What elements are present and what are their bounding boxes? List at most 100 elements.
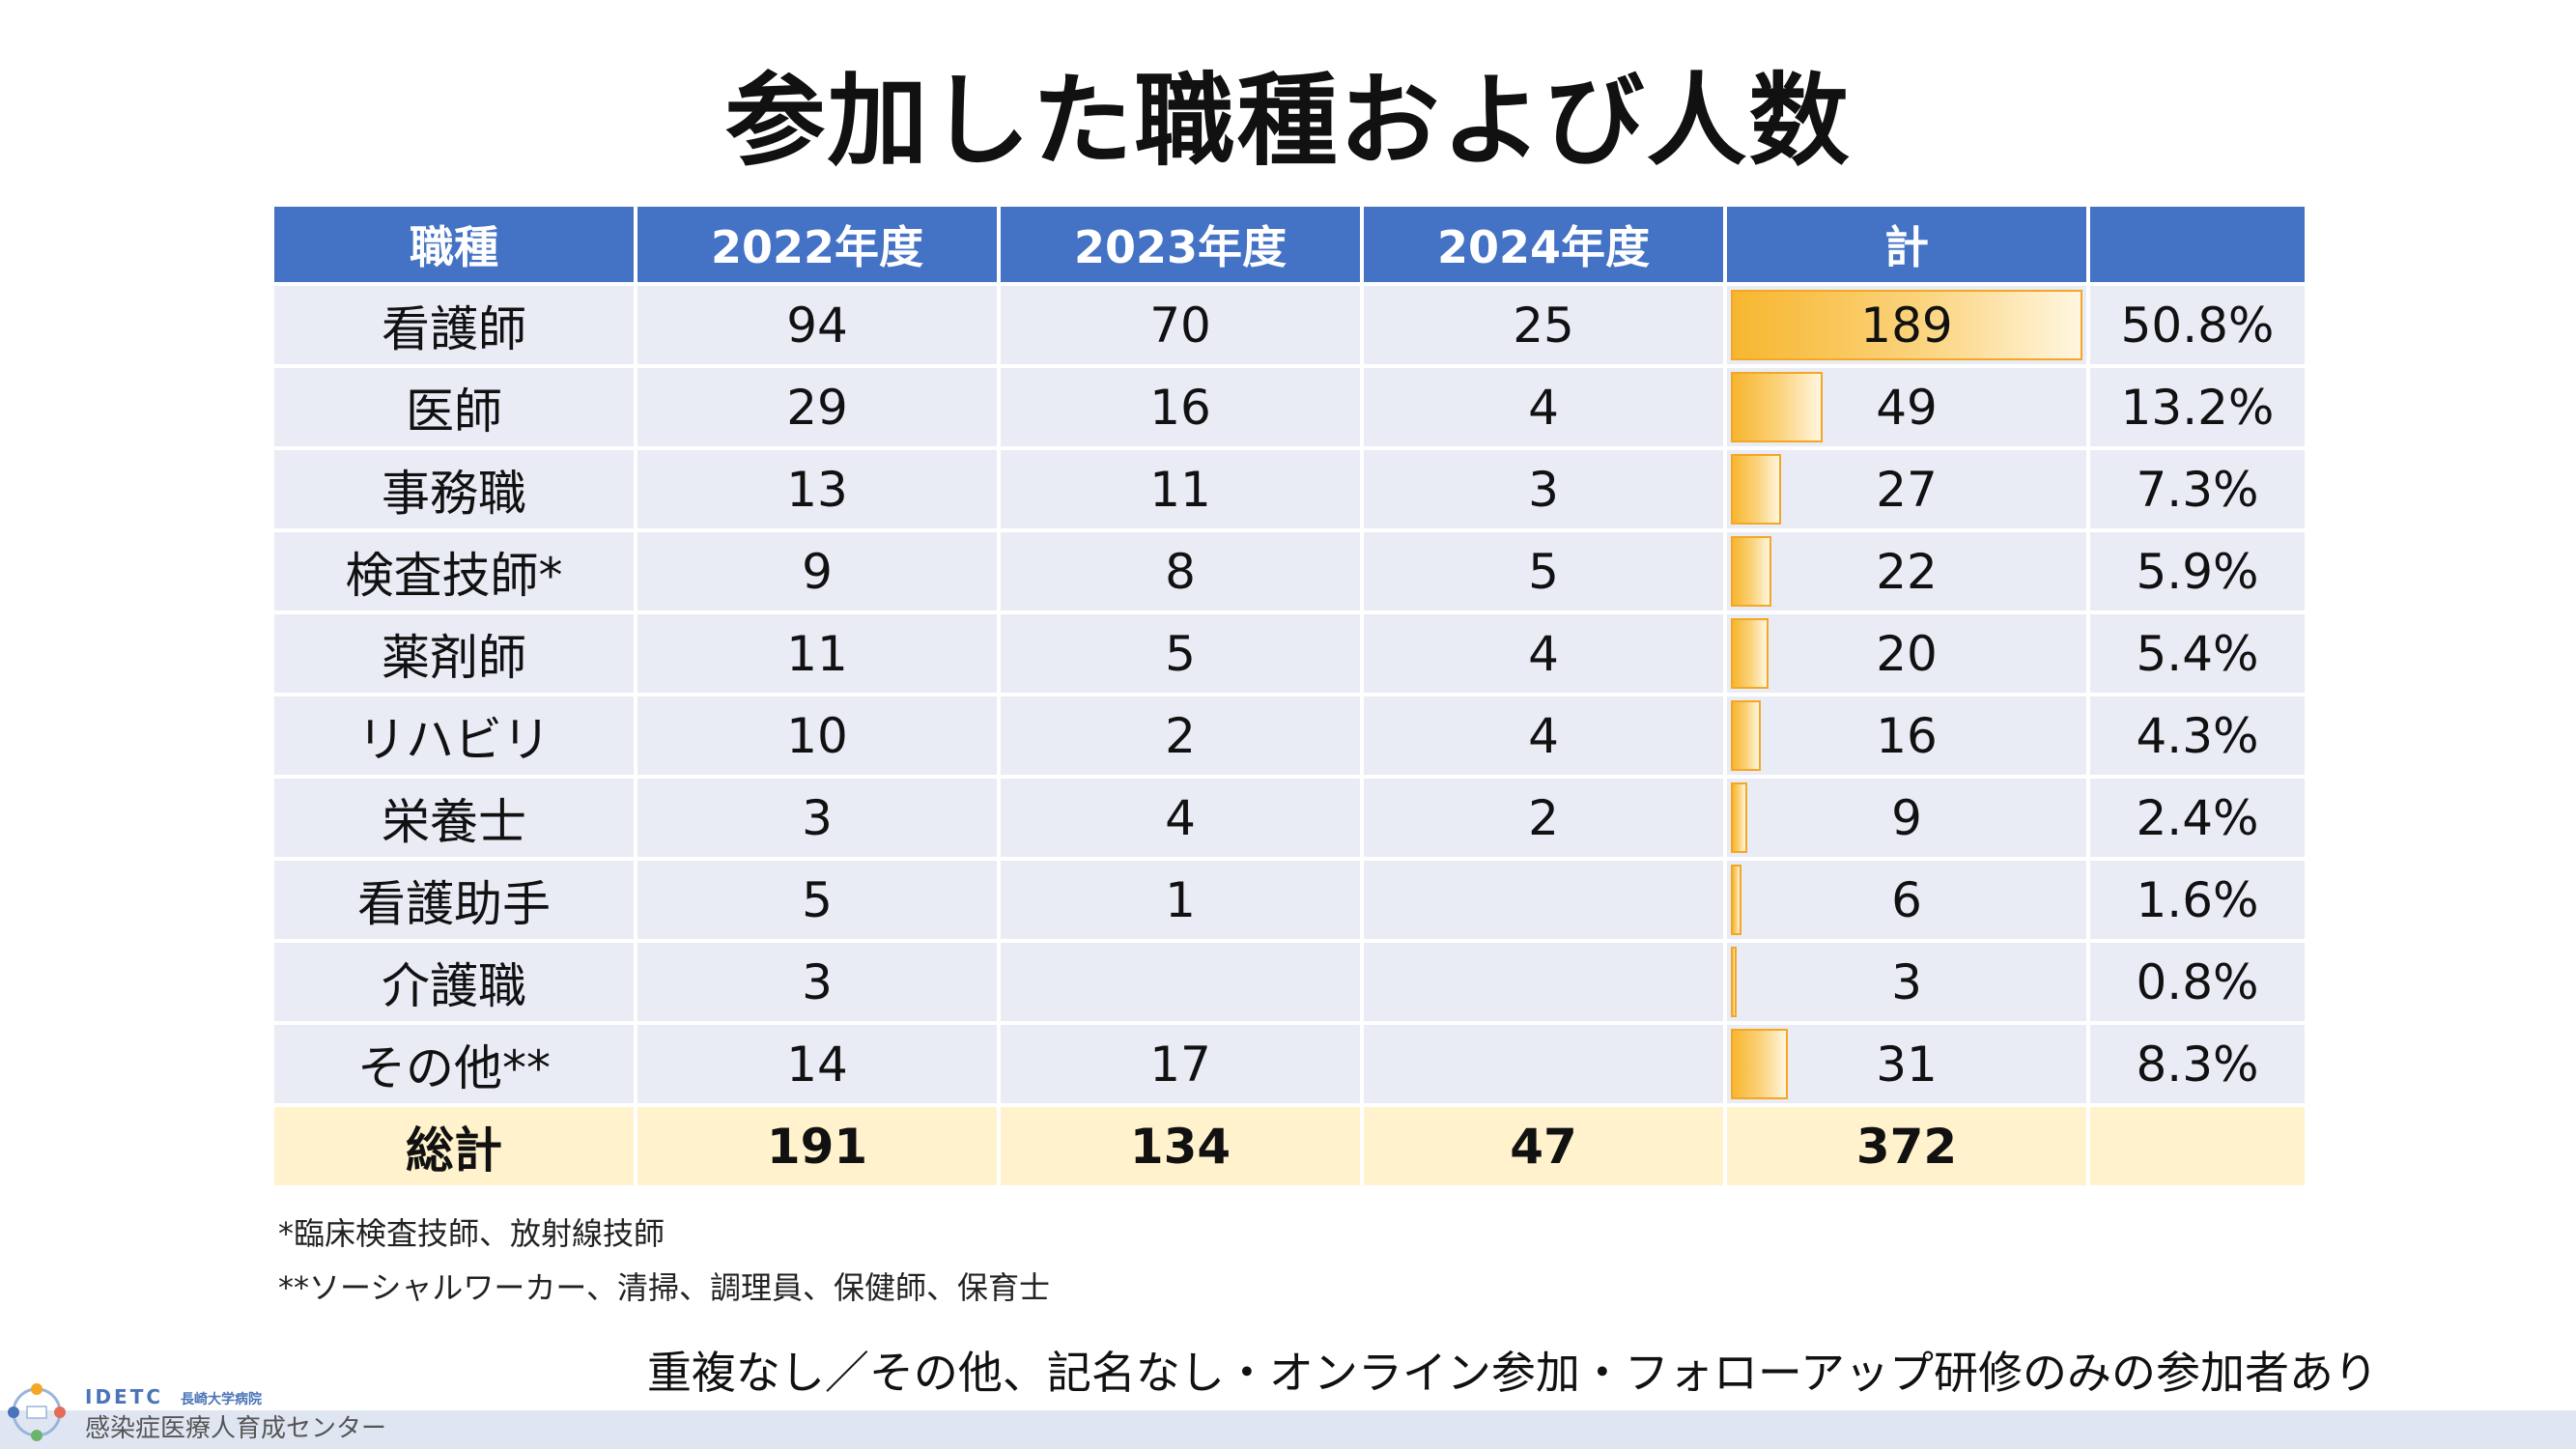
total-data-bar xyxy=(1731,618,1769,689)
total-cell: 3 xyxy=(1727,943,2086,1021)
grand-total-percent xyxy=(2090,1107,2305,1185)
header-job: 職種 xyxy=(274,207,634,282)
total-data-bar xyxy=(1731,290,2082,360)
table-row: 医師 29 16 4 49 13.2% xyxy=(274,368,2305,446)
percent-cell: 5.4% xyxy=(2090,614,2305,693)
y2024-cell: 4 xyxy=(1364,368,1723,446)
y2023-cell: 11 xyxy=(1001,450,1360,528)
grand-total-row: 総計 191 134 47 372 xyxy=(274,1107,2305,1185)
table-row: 薬剤師 11 5 4 20 5.4% xyxy=(274,614,2305,693)
total-cell: 16 xyxy=(1727,696,2086,775)
job-cell: 介護職 xyxy=(274,943,634,1021)
grand-total-2024: 47 xyxy=(1364,1107,1723,1185)
table-row: 看護師 94 70 25 189 50.8% xyxy=(274,286,2305,364)
y2024-cell xyxy=(1364,943,1723,1021)
total-data-bar xyxy=(1731,782,1748,853)
y2022-cell: 13 xyxy=(637,450,997,528)
total-value: 9 xyxy=(1891,789,1922,846)
table-row: 栄養士 3 4 2 9 2.4% xyxy=(274,779,2305,857)
y2023-cell: 5 xyxy=(1001,614,1360,693)
y2022-cell: 10 xyxy=(637,696,997,775)
table-header-row: 職種 2022年度 2023年度 2024年度 計 xyxy=(274,207,2305,282)
total-cell: 22 xyxy=(1727,532,2086,611)
total-value: 189 xyxy=(1860,297,1953,354)
y2024-cell xyxy=(1364,861,1723,939)
participants-table: 職種 2022年度 2023年度 2024年度 計 看護師 94 70 25 189 50… xyxy=(270,203,2308,1189)
job-cell: 事務職 xyxy=(274,450,634,528)
total-data-bar xyxy=(1731,700,1761,771)
percent-cell: 1.6% xyxy=(2090,861,2305,939)
header-2023: 2023年度 xyxy=(1001,207,1360,282)
total-cell: 189 xyxy=(1727,286,2086,364)
y2023-cell: 2 xyxy=(1001,696,1360,775)
org-logo-icon xyxy=(8,1383,66,1441)
total-cell: 27 xyxy=(1727,450,2086,528)
y2022-cell: 3 xyxy=(637,943,997,1021)
total-cell: 9 xyxy=(1727,779,2086,857)
header-2022: 2022年度 xyxy=(637,207,997,282)
table-row: その他** 14 17 31 8.3% xyxy=(274,1025,2305,1103)
grand-total-sum: 372 xyxy=(1727,1107,2086,1185)
footnote-other: **ソーシャルワーカー、清掃、調理員、保健師、保育士 xyxy=(278,1269,1051,1306)
percent-cell: 4.3% xyxy=(2090,696,2305,775)
header-total: 計 xyxy=(1727,207,2086,282)
grand-total-2022: 191 xyxy=(637,1107,997,1185)
y2023-cell: 17 xyxy=(1001,1025,1360,1103)
total-value: 3 xyxy=(1891,953,1922,1010)
y2023-cell: 1 xyxy=(1001,861,1360,939)
y2023-cell xyxy=(1001,943,1360,1021)
job-cell: その他** xyxy=(274,1025,634,1103)
total-cell: 49 xyxy=(1727,368,2086,446)
y2022-cell: 9 xyxy=(637,532,997,611)
page-title: 参加した職種および人数 xyxy=(724,62,1852,180)
percent-cell: 50.8% xyxy=(2090,286,2305,364)
org-name-en: IDETC 長崎大学病院 xyxy=(85,1385,262,1408)
total-value: 6 xyxy=(1891,871,1922,928)
percent-cell: 7.3% xyxy=(2090,450,2305,528)
total-cell: 20 xyxy=(1727,614,2086,693)
percent-cell: 5.9% xyxy=(2090,532,2305,611)
job-cell: 検査技師* xyxy=(274,532,634,611)
total-data-bar xyxy=(1731,536,1772,607)
y2024-cell: 3 xyxy=(1364,450,1723,528)
total-data-bar xyxy=(1731,865,1742,935)
percent-cell: 0.8% xyxy=(2090,943,2305,1021)
y2022-cell: 29 xyxy=(637,368,997,446)
footer-bar xyxy=(0,1410,2576,1449)
y2023-cell: 70 xyxy=(1001,286,1360,364)
total-value: 16 xyxy=(1876,707,1938,764)
y2022-cell: 94 xyxy=(637,286,997,364)
total-value: 49 xyxy=(1876,379,1938,436)
percent-cell: 2.4% xyxy=(2090,779,2305,857)
total-value: 20 xyxy=(1876,625,1938,682)
y2024-cell: 25 xyxy=(1364,286,1723,364)
y2024-cell: 2 xyxy=(1364,779,1723,857)
y2024-cell: 4 xyxy=(1364,696,1723,775)
table-row: 事務職 13 11 3 27 7.3% xyxy=(274,450,2305,528)
table-row: 看護助手 5 1 6 1.6% xyxy=(274,861,2305,939)
total-data-bar xyxy=(1731,372,1823,442)
y2024-cell: 4 xyxy=(1364,614,1723,693)
y2022-cell: 5 xyxy=(637,861,997,939)
job-cell: 看護助手 xyxy=(274,861,634,939)
y2024-cell: 5 xyxy=(1364,532,1723,611)
percent-cell: 8.3% xyxy=(2090,1025,2305,1103)
y2023-cell: 8 xyxy=(1001,532,1360,611)
percent-cell: 13.2% xyxy=(2090,368,2305,446)
total-value: 31 xyxy=(1876,1036,1938,1093)
job-cell: 栄養士 xyxy=(274,779,634,857)
y2022-cell: 3 xyxy=(637,779,997,857)
total-value: 27 xyxy=(1876,461,1938,518)
total-value: 22 xyxy=(1876,543,1938,600)
total-cell: 6 xyxy=(1727,861,2086,939)
grand-total-2023: 134 xyxy=(1001,1107,1360,1185)
total-data-bar xyxy=(1731,1029,1789,1099)
job-cell: 医師 xyxy=(274,368,634,446)
org-name-sub: 長崎大学病院 xyxy=(181,1392,262,1407)
total-data-bar xyxy=(1731,454,1782,525)
header-percent xyxy=(2090,207,2305,282)
job-cell: 看護師 xyxy=(274,286,634,364)
footnote-lab-tech: *臨床検査技師、放射線技師 xyxy=(278,1215,665,1252)
job-cell: リハビリ xyxy=(274,696,634,775)
table-row: リハビリ 10 2 4 16 4.3% xyxy=(274,696,2305,775)
